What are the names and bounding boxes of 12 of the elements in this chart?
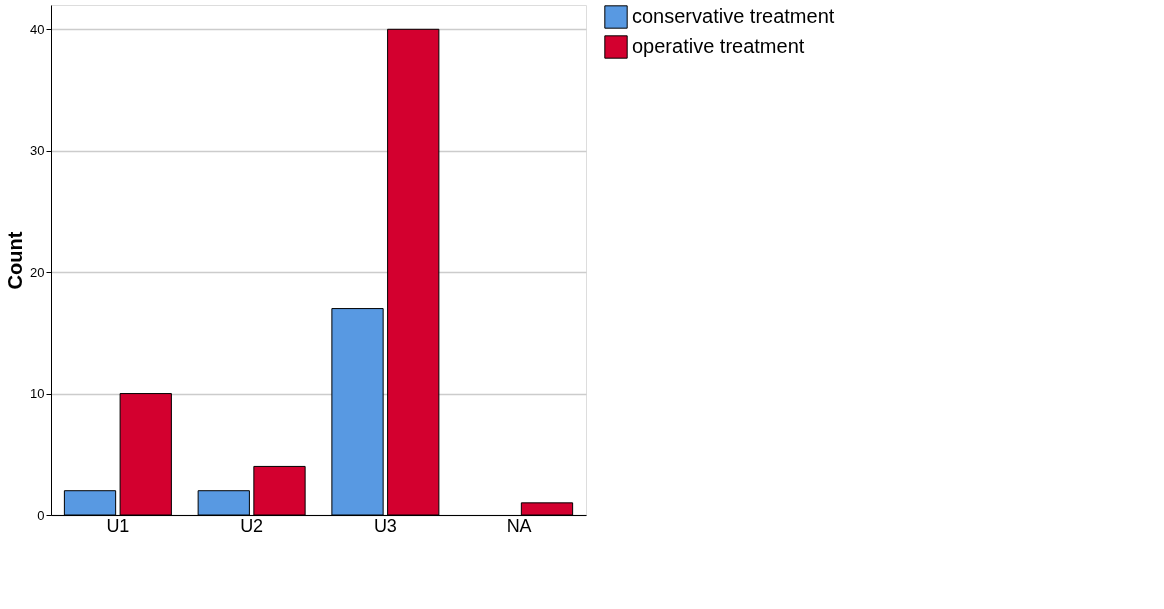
legend-label: operative treatment	[632, 35, 805, 57]
y-axis-title: Count	[4, 231, 27, 290]
y-tick-label: 40	[30, 21, 45, 37]
y-tick-label: 0	[37, 507, 45, 523]
x-tick-label: NA	[506, 515, 532, 536]
x-tick-label: U2	[240, 515, 264, 536]
y-tick-label: 30	[30, 143, 45, 159]
y-tick-label: 20	[30, 264, 45, 280]
y-tick-label: 10	[30, 386, 45, 402]
x-tick-label: U3	[373, 515, 397, 536]
x-tick-label: U1	[106, 515, 130, 536]
legend-label: conservative treatment	[632, 5, 835, 27]
